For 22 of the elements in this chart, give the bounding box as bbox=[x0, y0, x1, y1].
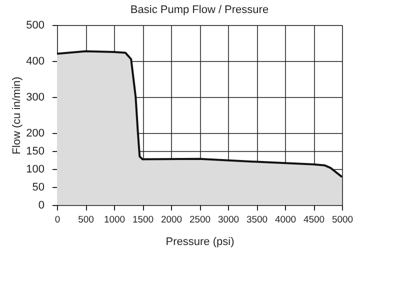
y-tick-label: 50 bbox=[32, 182, 44, 194]
y-tick-label: 200 bbox=[26, 128, 44, 140]
x-tick-label: 3500 bbox=[246, 214, 268, 226]
x-tick-label: 0 bbox=[54, 214, 60, 226]
y-tick-label: 500 bbox=[26, 20, 44, 32]
chart-title: Basic Pump Flow / Pressure bbox=[130, 4, 269, 16]
y-tick-label: 150 bbox=[26, 146, 44, 158]
y-tick-label: 400 bbox=[26, 56, 44, 68]
x-tick-label: 3000 bbox=[218, 214, 240, 226]
x-tick-label: 1500 bbox=[132, 214, 154, 226]
x-tick-label: 4500 bbox=[303, 214, 325, 226]
y-tick-label: 300 bbox=[26, 92, 44, 104]
x-tick-label: 5000 bbox=[332, 214, 354, 226]
x-tick-label: 4000 bbox=[274, 214, 296, 226]
x-tick-label: 1000 bbox=[104, 214, 126, 226]
y-tick-label: 0 bbox=[38, 200, 44, 212]
x-tick-label: 500 bbox=[78, 214, 94, 226]
x-tick-label: 2500 bbox=[189, 214, 211, 226]
x-tick-label: 2000 bbox=[160, 214, 182, 226]
y-axis-title: Flow (cu in/min) bbox=[11, 76, 24, 154]
y-tick-label: 100 bbox=[26, 164, 44, 176]
x-axis-title: Pressure (psi) bbox=[166, 236, 234, 248]
